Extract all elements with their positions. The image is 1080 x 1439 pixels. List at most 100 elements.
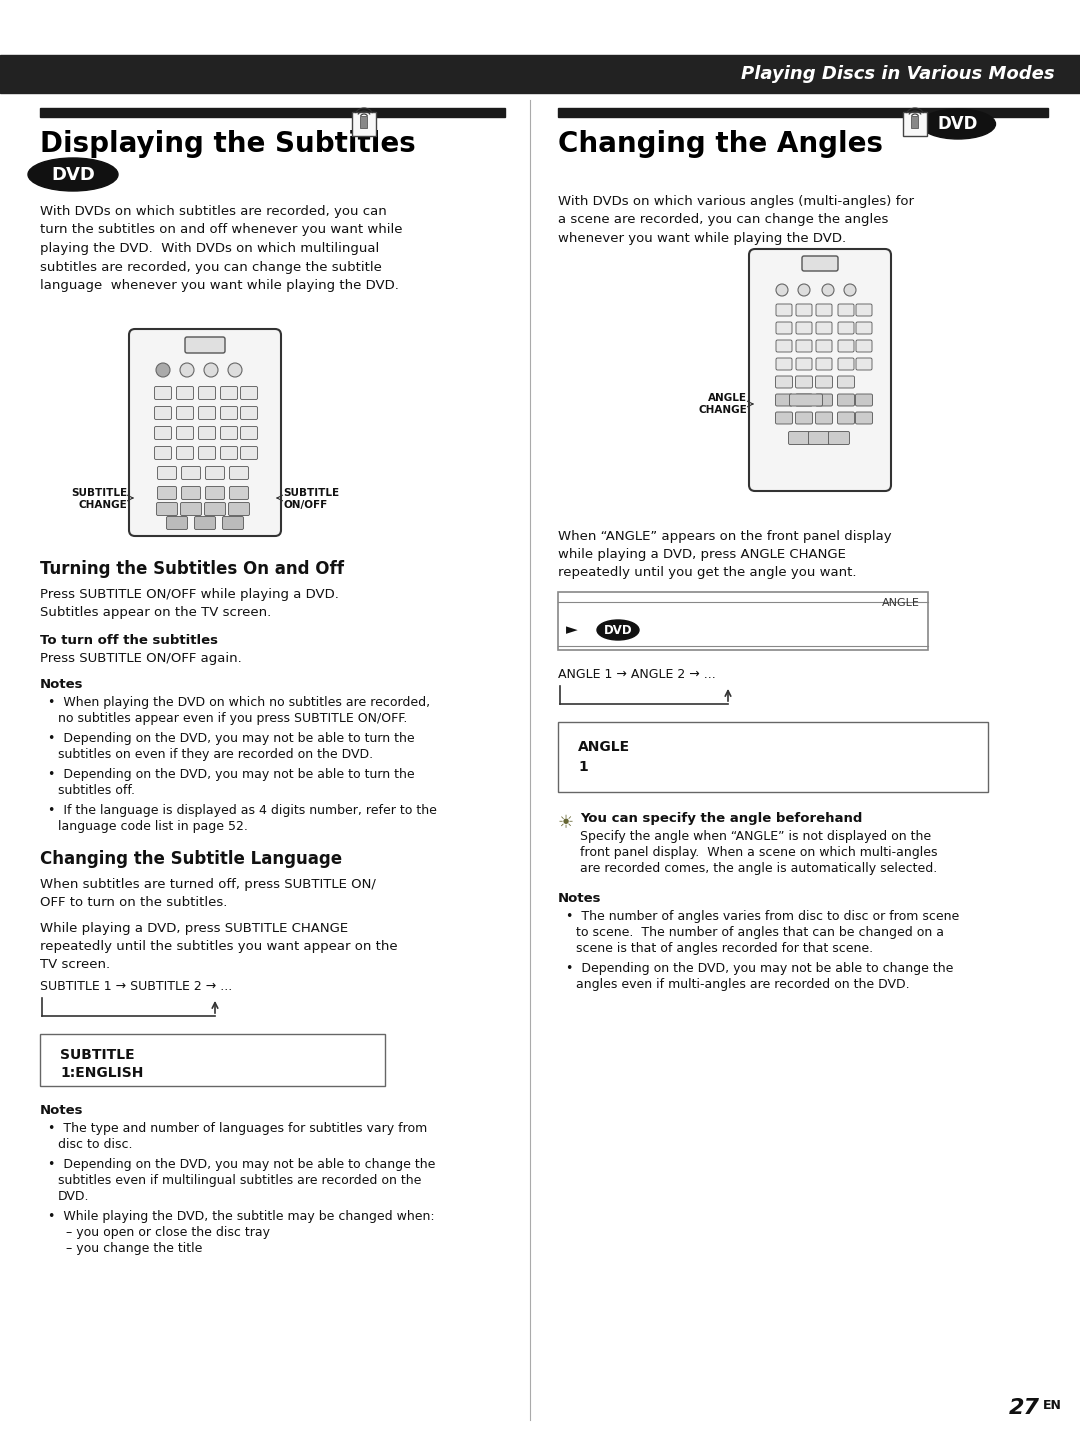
FancyBboxPatch shape [815, 394, 833, 406]
FancyBboxPatch shape [796, 412, 812, 425]
Text: SUBTITLE: SUBTITLE [283, 488, 339, 498]
FancyBboxPatch shape [158, 486, 176, 499]
FancyBboxPatch shape [809, 432, 829, 445]
Text: •  Depending on the DVD, you may not be able to change the: • Depending on the DVD, you may not be a… [566, 963, 954, 976]
Text: 1:ENGLISH: 1:ENGLISH [60, 1066, 144, 1081]
FancyBboxPatch shape [815, 376, 833, 389]
Text: Press SUBTITLE ON/OFF again.: Press SUBTITLE ON/OFF again. [40, 652, 242, 665]
FancyBboxPatch shape [166, 517, 188, 530]
Text: while playing a DVD, press ANGLE CHANGE: while playing a DVD, press ANGLE CHANGE [558, 548, 846, 561]
FancyBboxPatch shape [856, 304, 872, 317]
Bar [558, 722, 988, 791]
FancyBboxPatch shape [229, 502, 249, 515]
FancyBboxPatch shape [837, 412, 854, 425]
FancyBboxPatch shape [838, 304, 854, 317]
FancyBboxPatch shape [199, 446, 216, 459]
Text: To turn off the subtitles: To turn off the subtitles [40, 635, 218, 648]
Text: ANGLE: ANGLE [708, 393, 747, 403]
FancyBboxPatch shape [802, 256, 838, 271]
Text: ☀: ☀ [558, 814, 575, 832]
FancyBboxPatch shape [181, 466, 201, 479]
FancyBboxPatch shape [199, 406, 216, 420]
Text: 27: 27 [1009, 1399, 1040, 1417]
FancyBboxPatch shape [194, 517, 216, 530]
Text: When subtitles are turned off, press SUBTITLE ON/: When subtitles are turned off, press SUB… [40, 878, 376, 891]
Text: •  Depending on the DVD, you may not be able to turn the: • Depending on the DVD, you may not be a… [48, 732, 415, 745]
Text: angles even if multi-angles are recorded on the DVD.: angles even if multi-angles are recorded… [576, 979, 909, 991]
Text: CHANGE: CHANGE [78, 499, 127, 509]
Bar [558, 591, 928, 650]
Text: You can specify the angle beforehand: You can specify the angle beforehand [580, 812, 862, 825]
Bar [352, 112, 376, 137]
Text: •  Depending on the DVD, you may not be able to turn the: • Depending on the DVD, you may not be a… [48, 768, 415, 781]
FancyBboxPatch shape [241, 406, 257, 420]
FancyBboxPatch shape [185, 337, 225, 353]
FancyBboxPatch shape [181, 486, 201, 499]
Text: to scene.  The number of angles that can be changed on a: to scene. The number of angles that can … [576, 927, 944, 940]
FancyBboxPatch shape [777, 358, 792, 370]
Bar [360, 117, 367, 128]
FancyBboxPatch shape [176, 446, 193, 459]
Text: – you open or close the disc tray: – you open or close the disc tray [58, 1226, 270, 1239]
FancyBboxPatch shape [222, 517, 243, 530]
FancyBboxPatch shape [856, 322, 872, 334]
FancyBboxPatch shape [229, 466, 248, 479]
FancyBboxPatch shape [796, 340, 812, 353]
Circle shape [798, 283, 810, 296]
Text: •  The type and number of languages for subtitles vary from: • The type and number of languages for s… [48, 1122, 428, 1135]
Text: Changing the Subtitle Language: Changing the Subtitle Language [40, 850, 342, 868]
Text: Playing Discs in Various Modes: Playing Discs in Various Modes [741, 65, 1055, 83]
Text: OFF to turn on the subtitles.: OFF to turn on the subtitles. [40, 896, 228, 909]
FancyBboxPatch shape [775, 412, 793, 425]
FancyBboxPatch shape [796, 304, 812, 317]
FancyBboxPatch shape [241, 446, 257, 459]
FancyBboxPatch shape [837, 376, 854, 389]
Text: ►: ► [566, 622, 578, 637]
Ellipse shape [597, 620, 639, 640]
Text: DVD: DVD [604, 623, 632, 636]
Text: language code list in page 52.: language code list in page 52. [58, 820, 248, 833]
Circle shape [843, 283, 856, 296]
Text: subtitles on even if they are recorded on the DVD.: subtitles on even if they are recorded o… [58, 748, 373, 761]
Circle shape [822, 283, 834, 296]
Text: •  If the language is displayed as 4 digits number, refer to the: • If the language is displayed as 4 digi… [48, 804, 437, 817]
Bar [903, 112, 927, 137]
FancyBboxPatch shape [129, 330, 281, 535]
Text: no subtitles appear even if you press SUBTITLE ON/OFF.: no subtitles appear even if you press SU… [58, 712, 407, 725]
FancyBboxPatch shape [154, 446, 172, 459]
Text: CHANGE: CHANGE [699, 404, 747, 414]
FancyBboxPatch shape [199, 426, 216, 439]
FancyBboxPatch shape [796, 322, 812, 334]
FancyBboxPatch shape [205, 486, 225, 499]
Bar [40, 108, 505, 117]
Ellipse shape [920, 109, 996, 140]
FancyBboxPatch shape [855, 394, 873, 406]
Text: Press SUBTITLE ON/OFF while playing a DVD.: Press SUBTITLE ON/OFF while playing a DV… [40, 589, 339, 602]
FancyBboxPatch shape [838, 358, 854, 370]
Text: – you change the title: – you change the title [58, 1242, 202, 1255]
Text: ON/OFF: ON/OFF [283, 499, 327, 509]
Text: ANGLE: ANGLE [578, 740, 630, 754]
Text: SUBTITLE 1 → SUBTITLE 2 → ...: SUBTITLE 1 → SUBTITLE 2 → ... [40, 980, 232, 993]
Text: Changing the Angles: Changing the Angles [558, 130, 883, 158]
Text: DVD: DVD [51, 165, 95, 184]
Text: SUBTITLE: SUBTITLE [60, 1048, 135, 1062]
FancyBboxPatch shape [176, 406, 193, 420]
Text: •  The number of angles varies from disc to disc or from scene: • The number of angles varies from disc … [566, 909, 959, 922]
Text: Turning the Subtitles On and Off: Turning the Subtitles On and Off [40, 560, 345, 578]
Text: ANGLE 1 → ANGLE 2 → ...: ANGLE 1 → ANGLE 2 → ... [558, 668, 716, 681]
Circle shape [777, 283, 788, 296]
Text: repeatedly until you get the angle you want.: repeatedly until you get the angle you w… [558, 566, 856, 578]
FancyBboxPatch shape [199, 387, 216, 400]
FancyBboxPatch shape [154, 426, 172, 439]
FancyBboxPatch shape [176, 426, 193, 439]
Text: •  When playing the DVD on which no subtitles are recorded,: • When playing the DVD on which no subti… [48, 696, 430, 709]
Text: •  Depending on the DVD, you may not be able to change the: • Depending on the DVD, you may not be a… [48, 1158, 435, 1171]
FancyBboxPatch shape [837, 394, 854, 406]
FancyBboxPatch shape [816, 358, 832, 370]
FancyBboxPatch shape [796, 376, 812, 389]
FancyBboxPatch shape [205, 466, 225, 479]
FancyBboxPatch shape [220, 426, 238, 439]
Text: subtitles off.: subtitles off. [58, 784, 135, 797]
Text: Notes: Notes [40, 1104, 83, 1117]
